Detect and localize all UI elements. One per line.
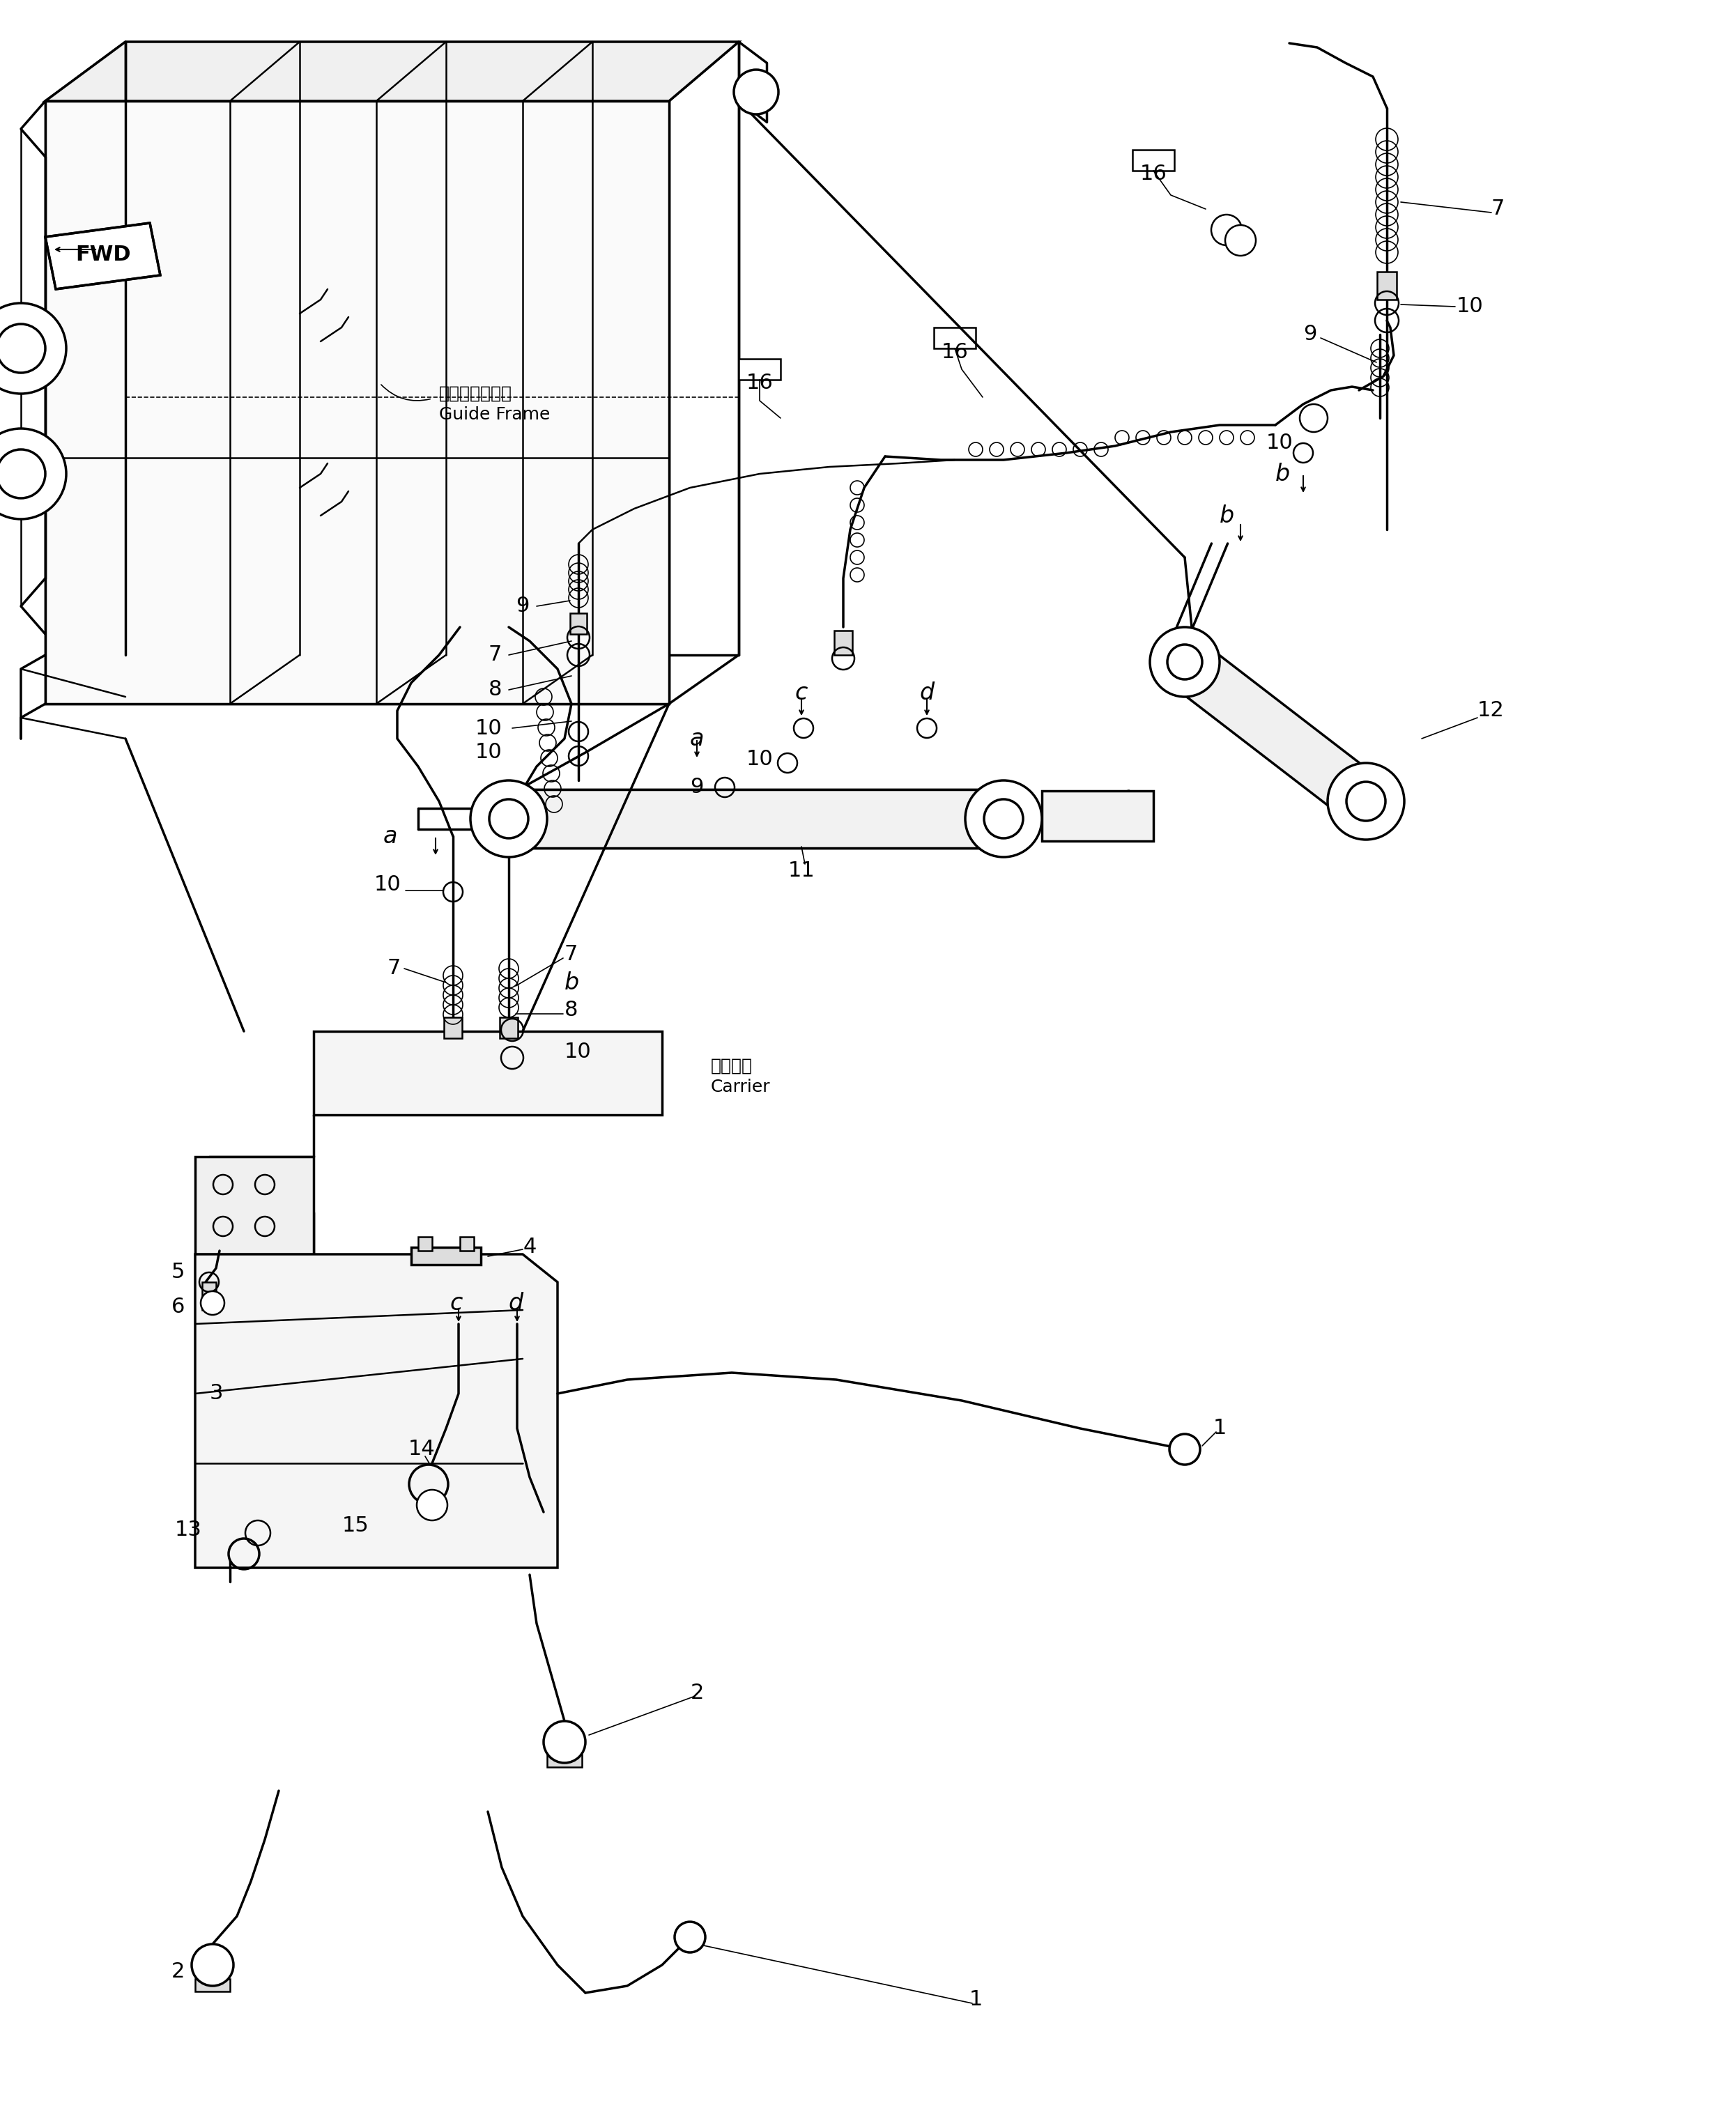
Polygon shape — [1168, 640, 1382, 822]
Bar — [934, 327, 976, 348]
Text: 6: 6 — [172, 1297, 184, 1316]
Bar — [444, 1018, 462, 1039]
Text: 1: 1 — [1213, 1419, 1226, 1438]
Text: 13: 13 — [175, 1519, 201, 1540]
Bar — [1042, 790, 1153, 841]
Text: 2: 2 — [691, 1683, 703, 1702]
Text: 10: 10 — [474, 743, 502, 762]
Text: 16: 16 — [941, 342, 969, 361]
Circle shape — [0, 429, 66, 520]
Text: 10: 10 — [1457, 296, 1484, 317]
Bar — [1377, 272, 1396, 300]
Bar — [201, 1282, 215, 1309]
Polygon shape — [194, 1255, 557, 1567]
Text: 7: 7 — [488, 644, 502, 665]
Circle shape — [0, 304, 66, 393]
Bar — [418, 1238, 432, 1250]
Bar — [1132, 150, 1174, 171]
Polygon shape — [45, 224, 160, 289]
Bar — [509, 790, 1003, 849]
Text: b: b — [1219, 505, 1234, 528]
Circle shape — [1212, 215, 1241, 245]
Text: 12: 12 — [1477, 701, 1505, 720]
Text: b: b — [564, 972, 580, 995]
Text: 7: 7 — [387, 959, 401, 978]
Bar — [460, 1238, 474, 1250]
Text: 10: 10 — [746, 750, 773, 769]
Circle shape — [1170, 1434, 1200, 1466]
Text: 7: 7 — [1491, 199, 1505, 220]
Circle shape — [1149, 627, 1220, 697]
Text: c: c — [450, 1293, 464, 1314]
Polygon shape — [45, 42, 740, 101]
Text: 14: 14 — [408, 1438, 436, 1459]
Text: 9: 9 — [691, 777, 703, 798]
Bar — [411, 1248, 481, 1265]
Text: 3: 3 — [210, 1383, 222, 1404]
Text: 2: 2 — [172, 1962, 184, 1981]
Text: 8: 8 — [488, 680, 502, 699]
Bar — [740, 359, 781, 380]
Circle shape — [734, 70, 778, 114]
Text: c: c — [795, 682, 807, 705]
Bar — [835, 631, 852, 655]
Circle shape — [965, 781, 1042, 857]
Circle shape — [1300, 403, 1328, 433]
Text: 16: 16 — [746, 374, 773, 393]
Bar — [194, 1157, 314, 1255]
Text: 9: 9 — [1304, 325, 1318, 344]
Text: キャリャ: キャリャ — [710, 1058, 753, 1075]
Text: 10: 10 — [474, 718, 502, 739]
Bar — [194, 1979, 229, 1992]
Text: 4: 4 — [523, 1238, 536, 1257]
Text: 1: 1 — [969, 1990, 983, 2011]
Circle shape — [191, 1943, 233, 1985]
Circle shape — [417, 1489, 448, 1521]
Bar — [569, 612, 587, 634]
Text: 7: 7 — [564, 944, 578, 965]
Text: d: d — [509, 1293, 523, 1314]
Circle shape — [470, 781, 547, 857]
Text: a: a — [384, 824, 398, 847]
Text: Guide Frame: Guide Frame — [439, 406, 550, 422]
Text: 11: 11 — [788, 862, 814, 881]
Circle shape — [1328, 762, 1404, 841]
Text: 16: 16 — [1141, 165, 1167, 184]
Text: ガイドフレーム: ガイドフレーム — [439, 384, 512, 401]
Text: 15: 15 — [342, 1516, 370, 1535]
Text: b: b — [1274, 463, 1290, 486]
Text: 10: 10 — [1266, 433, 1293, 452]
Polygon shape — [45, 101, 668, 703]
Bar — [547, 1755, 582, 1768]
Text: 8: 8 — [564, 1001, 578, 1020]
Text: d: d — [920, 682, 934, 705]
Text: 5: 5 — [172, 1261, 184, 1282]
Circle shape — [1226, 226, 1255, 256]
Bar — [314, 1031, 661, 1115]
Circle shape — [201, 1290, 224, 1316]
Bar — [201, 1964, 222, 1977]
Text: FWD: FWD — [75, 245, 130, 264]
Text: 10: 10 — [564, 1041, 592, 1062]
Bar — [554, 1742, 575, 1755]
Text: a: a — [689, 727, 705, 750]
Bar — [500, 1018, 517, 1039]
Text: 9: 9 — [516, 596, 529, 617]
Text: Carrier: Carrier — [710, 1079, 771, 1096]
Circle shape — [675, 1922, 705, 1951]
Circle shape — [543, 1721, 585, 1764]
Text: 10: 10 — [373, 874, 401, 895]
